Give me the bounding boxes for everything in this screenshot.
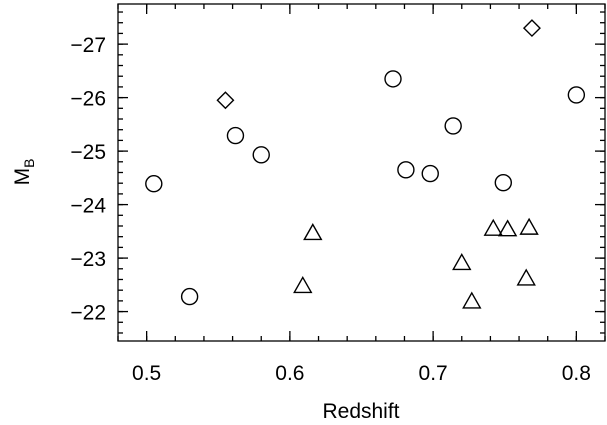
plot-frame [117,3,606,342]
y-tick-label: −24 [70,195,106,218]
y-axis-label-subscript: B [21,159,37,168]
circle-point [494,173,513,192]
triangle-point [452,253,472,271]
circle-point [421,164,439,183]
circle-point [145,175,163,193]
circle-point [444,117,462,135]
x-tick-label: 0.7 [419,362,448,385]
y-axis-label: MB [11,159,37,186]
y-tick-label: −27 [70,34,106,57]
triangle-point [483,218,503,236]
circle-point [226,126,245,145]
circle-point [384,70,402,88]
y-tick-label: −25 [70,141,106,164]
y-tick-label: −22 [70,302,106,325]
x-axis-label: Redshift [322,400,399,423]
triangle-point [519,217,539,235]
diamond-point [522,19,541,38]
triangle-point [303,223,323,241]
diamond-point [216,91,235,110]
triangle-point [497,219,518,237]
y-tick-labels: −27 −26 −25 −24 −23 −22 [70,34,106,324]
triangle-point [462,291,482,309]
circle-point [397,161,415,179]
x-tick-label: 0.8 [562,362,591,385]
triangle-point [293,276,313,294]
circle-point [567,86,586,104]
x-tick-label: 0.6 [275,362,304,385]
x-tick-label: 0.5 [132,362,161,385]
data-points [145,19,586,309]
axis-ticks [117,4,606,341]
y-tick-label: −23 [70,248,106,271]
x-tick-labels: 0.5 0.6 0.7 0.8 [132,362,591,385]
circle-point [180,287,199,306]
circle-point [252,146,270,164]
y-tick-label: −26 [70,88,106,111]
triangle-point [516,268,536,286]
y-axis-label-main: M [11,168,34,186]
